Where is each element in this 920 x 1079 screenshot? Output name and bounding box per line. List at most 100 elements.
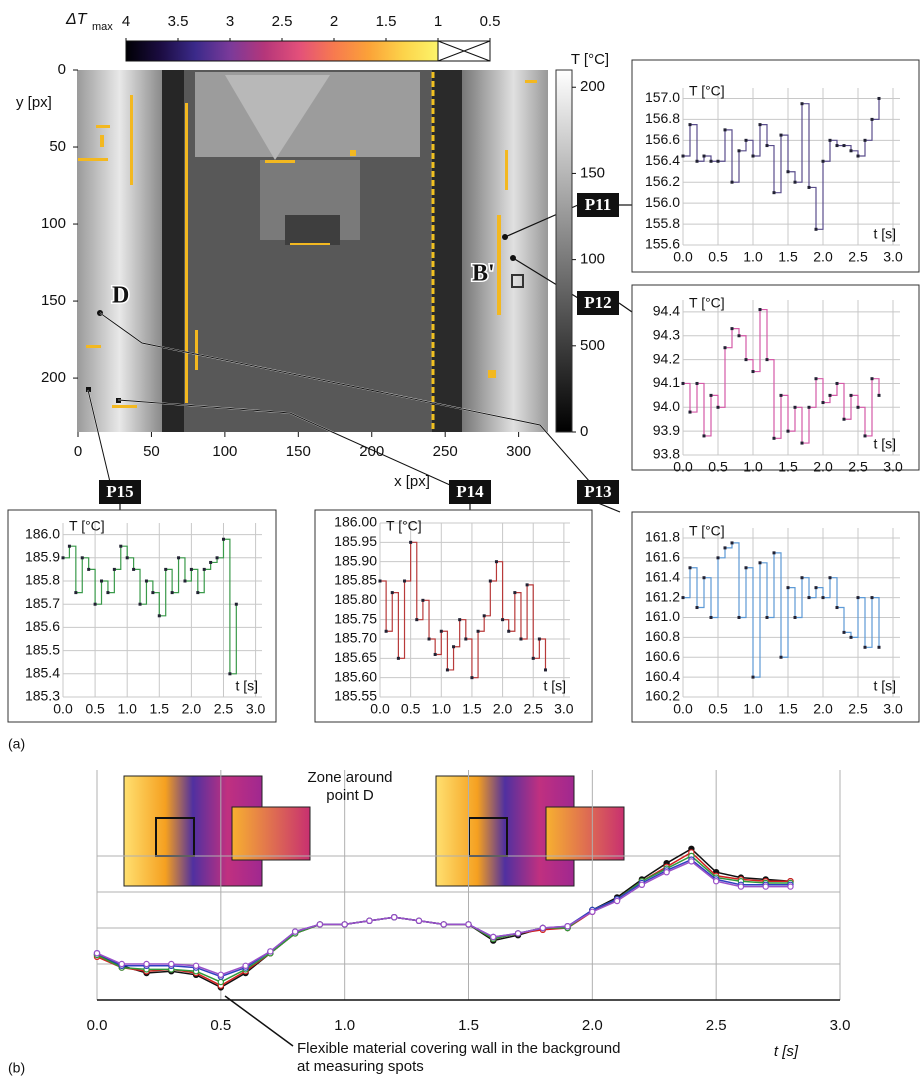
- connector: [87, 312, 591, 486]
- point-marker: [821, 596, 825, 600]
- point-marker: [209, 560, 213, 564]
- step-segment: [75, 557, 83, 594]
- point-marker: [119, 544, 123, 548]
- x-tick-label: 2.0: [582, 1017, 603, 1034]
- step-segment: [178, 557, 186, 581]
- point-marker: [177, 556, 181, 560]
- y-tick-label: 185.6: [25, 618, 60, 634]
- x-tick-label: 1.5: [778, 249, 798, 265]
- x-tick-label: 1.0: [743, 701, 763, 717]
- step-segment: [746, 359, 754, 372]
- point-marker: [396, 656, 400, 660]
- point-marker: [765, 358, 769, 362]
- step-segment: [82, 557, 90, 570]
- point-marker: [842, 417, 846, 421]
- x-tick-label: 2.5: [523, 701, 543, 717]
- step-segment: [718, 347, 726, 408]
- point-marker: [863, 645, 867, 649]
- y-tick-label: 186.0: [25, 525, 60, 541]
- step-segment: [718, 547, 726, 559]
- point-marker: [513, 591, 517, 595]
- point-marker: [877, 96, 881, 100]
- title-tag-bg: [449, 480, 491, 504]
- x-tick-label: 300: [506, 443, 531, 460]
- point-marker: [151, 591, 155, 595]
- point-marker: [458, 618, 462, 622]
- colorbar: [555, 69, 573, 433]
- step-segment: [441, 630, 449, 670]
- step-segment: [69, 545, 77, 593]
- x-tick-label: 0.5: [708, 459, 728, 475]
- step-segment: [471, 631, 479, 679]
- step-segment: [133, 568, 141, 605]
- step-segment: [107, 569, 115, 594]
- point-marker: [93, 602, 97, 606]
- x-tick-label: 2.5: [848, 249, 868, 265]
- step-segment: [197, 569, 205, 594]
- x-axis-label: t [s]: [235, 678, 258, 694]
- step-segment: [697, 577, 705, 609]
- x-tick-label: 1.0: [432, 701, 452, 717]
- point-marker: [638, 881, 646, 889]
- point-marker: [758, 123, 762, 127]
- point-marker: [772, 191, 776, 195]
- point-marker: [143, 960, 150, 968]
- point-marker: [688, 123, 692, 127]
- step-segment: [767, 552, 775, 619]
- step-segment: [858, 406, 866, 436]
- point-marker: [709, 393, 713, 397]
- step-segment: [429, 638, 436, 655]
- colorbar-tick-label: 3: [226, 13, 234, 30]
- x-tick-label: 50: [143, 443, 160, 460]
- annotation: at measuring spots: [297, 1058, 424, 1075]
- point-marker: [519, 637, 523, 641]
- step-segment: [533, 639, 540, 659]
- point-marker: [61, 556, 65, 560]
- point-marker: [744, 358, 748, 362]
- step-segment: [760, 562, 768, 618]
- point-marker: [494, 560, 498, 564]
- point-marker: [772, 551, 776, 555]
- point-marker: [106, 591, 110, 595]
- point-marker: [723, 546, 727, 550]
- step-segment: [229, 604, 237, 675]
- x-axis-label: x [px]: [394, 473, 430, 490]
- title-tag-bg: [99, 480, 141, 504]
- step-segment: [496, 561, 504, 620]
- step-segment: [191, 568, 199, 593]
- y-tick-label: 185.90: [334, 552, 377, 568]
- point-marker: [730, 327, 734, 331]
- step-segment: [837, 606, 845, 633]
- colorbar-hatch: [437, 40, 491, 62]
- point-marker: [849, 149, 853, 153]
- point-marker: [378, 579, 382, 583]
- point-marker: [409, 540, 413, 544]
- step-segment: [781, 587, 789, 658]
- step-segment: [114, 546, 122, 570]
- step-segment: [732, 542, 740, 618]
- point-marker: [744, 138, 748, 142]
- point-marker: [67, 544, 71, 548]
- step-segment: [465, 638, 473, 678]
- step-segment: [816, 587, 824, 598]
- x-tick-label: 2.0: [182, 701, 202, 717]
- step-segment: [447, 646, 455, 671]
- point-marker: [217, 971, 225, 979]
- point-marker: [828, 576, 832, 580]
- point-marker: [807, 596, 811, 600]
- panel-frame: [631, 59, 920, 273]
- point-marker: [723, 128, 727, 132]
- step-segment: [404, 542, 412, 582]
- point-marker: [772, 436, 776, 440]
- point-marker: [807, 185, 811, 189]
- point-marker: [74, 591, 78, 595]
- step-segment: [732, 150, 740, 183]
- step-segment: [739, 335, 747, 360]
- y-tick-label: 156.8: [645, 110, 680, 126]
- step-segment: [690, 124, 698, 162]
- step-segment: [739, 567, 747, 619]
- step-segment: [802, 103, 810, 188]
- y-tick-label: 94.1: [653, 374, 680, 390]
- step-segment: [210, 557, 218, 564]
- x-tick-label: 0.0: [673, 701, 693, 717]
